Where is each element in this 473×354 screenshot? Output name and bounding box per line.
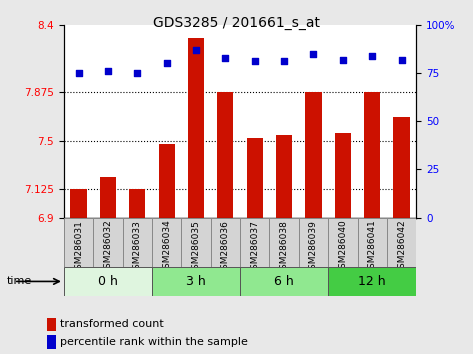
Bar <box>270 218 299 267</box>
Text: GSM286039: GSM286039 <box>309 220 318 275</box>
Bar <box>64 267 152 296</box>
Bar <box>93 218 123 267</box>
Text: GSM286037: GSM286037 <box>250 220 259 275</box>
Bar <box>47 335 56 349</box>
Bar <box>387 218 416 267</box>
Text: transformed count: transformed count <box>60 319 164 329</box>
Point <box>133 70 141 76</box>
Bar <box>358 218 387 267</box>
Text: 0 h: 0 h <box>98 275 118 288</box>
Bar <box>240 267 328 296</box>
Point <box>310 51 317 57</box>
Text: percentile rank within the sample: percentile rank within the sample <box>60 337 248 347</box>
Text: GSM286035: GSM286035 <box>192 220 201 275</box>
Text: GSM286038: GSM286038 <box>280 220 289 275</box>
Point <box>251 59 259 64</box>
Bar <box>335 133 351 218</box>
Text: GSM286036: GSM286036 <box>221 220 230 275</box>
Bar <box>129 189 145 218</box>
Text: GSM286041: GSM286041 <box>368 220 377 274</box>
Text: 6 h: 6 h <box>274 275 294 288</box>
Bar <box>328 218 358 267</box>
Text: GSM286040: GSM286040 <box>338 220 347 274</box>
Bar <box>246 138 263 218</box>
Point <box>163 61 170 66</box>
Bar <box>152 218 181 267</box>
Point <box>75 70 82 76</box>
Text: 3 h: 3 h <box>186 275 206 288</box>
Bar <box>240 218 270 267</box>
Point <box>192 47 200 53</box>
Bar <box>276 135 292 218</box>
Bar <box>123 218 152 267</box>
Text: GDS3285 / 201661_s_at: GDS3285 / 201661_s_at <box>153 16 320 30</box>
Bar <box>210 218 240 267</box>
Point <box>398 57 405 62</box>
Point <box>339 57 347 62</box>
Bar <box>299 218 328 267</box>
Point <box>221 55 229 61</box>
Bar <box>70 189 87 218</box>
Text: GSM286033: GSM286033 <box>133 220 142 275</box>
Bar <box>47 318 56 331</box>
Text: GSM286031: GSM286031 <box>74 220 83 275</box>
Bar <box>217 92 234 218</box>
Bar <box>100 177 116 218</box>
Point <box>104 68 112 74</box>
Text: GSM286042: GSM286042 <box>397 220 406 274</box>
Bar <box>64 218 93 267</box>
Point <box>368 53 376 58</box>
Bar <box>306 92 322 218</box>
Point <box>280 59 288 64</box>
Bar <box>188 38 204 218</box>
Text: GSM286034: GSM286034 <box>162 220 171 274</box>
Bar <box>364 92 380 218</box>
Bar <box>328 267 416 296</box>
Text: GSM286032: GSM286032 <box>104 220 113 274</box>
Text: time: time <box>7 276 32 286</box>
Bar <box>158 144 175 218</box>
Bar <box>152 267 240 296</box>
Bar <box>181 218 210 267</box>
Bar <box>394 118 410 218</box>
Text: 12 h: 12 h <box>359 275 386 288</box>
